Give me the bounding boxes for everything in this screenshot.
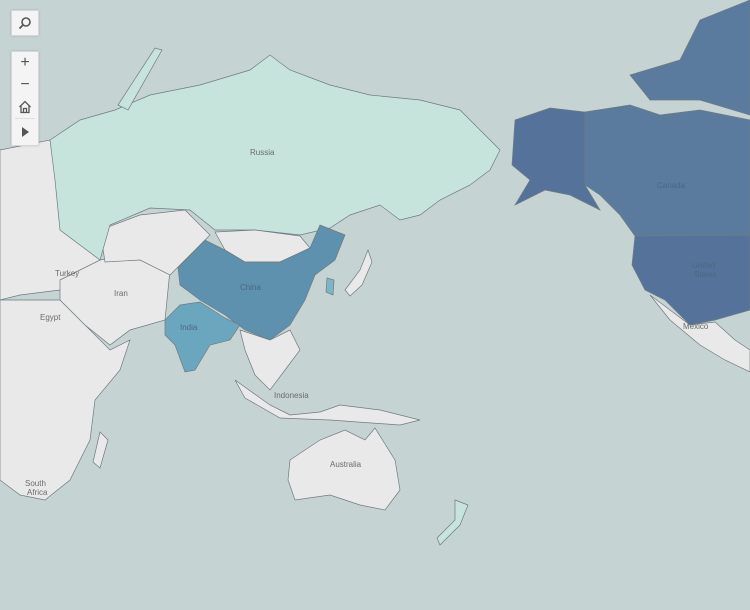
zoom-controls: + − (11, 51, 39, 146)
country-korea[interactable] (325, 277, 335, 296)
country-indonesia[interactable] (234, 379, 421, 426)
country-southeast-asia[interactable] (239, 329, 301, 391)
country-new-zealand[interactable] (436, 499, 469, 546)
label-canada: Canada (657, 181, 686, 190)
search-icon (18, 17, 31, 30)
label-iran: Iran (114, 289, 128, 298)
country-china[interactable] (177, 224, 346, 341)
label-us-2: States (694, 270, 717, 279)
label-south-africa-1: South (25, 479, 46, 488)
country-novaya-zemlya[interactable] (117, 47, 163, 111)
country-central-asia[interactable] (99, 209, 211, 276)
label-australia: Australia (330, 460, 362, 469)
label-china: China (240, 283, 261, 292)
country-japan[interactable] (344, 248, 373, 297)
label-indonesia: Indonesia (274, 391, 309, 400)
pan-mode-button[interactable] (12, 119, 38, 145)
country-mexico[interactable] (649, 294, 750, 373)
label-mexico: Mexico (683, 322, 709, 331)
label-south-africa-2: Africa (27, 488, 48, 497)
label-us-1: United (692, 261, 715, 270)
label-egypt: Egypt (40, 313, 61, 322)
country-india[interactable] (164, 301, 241, 373)
home-icon (19, 100, 31, 114)
play-icon (22, 127, 29, 137)
search-button[interactable] (12, 11, 38, 35)
label-india: India (180, 323, 198, 332)
country-canada[interactable] (584, 104, 750, 237)
zoom-in-button[interactable]: + (20, 54, 30, 71)
label-russia: Russia (250, 148, 275, 157)
country-russia[interactable] (49, 54, 501, 261)
country-alaska[interactable] (511, 107, 601, 211)
home-button[interactable] (12, 96, 38, 118)
country-madagascar[interactable] (92, 431, 109, 469)
country-canada-islands[interactable] (629, 0, 750, 116)
label-turkey: Turkey (55, 269, 79, 278)
country-australia[interactable] (287, 427, 401, 511)
divider (15, 118, 35, 119)
search-control (11, 10, 39, 36)
zoom-out-button[interactable]: − (20, 76, 30, 93)
